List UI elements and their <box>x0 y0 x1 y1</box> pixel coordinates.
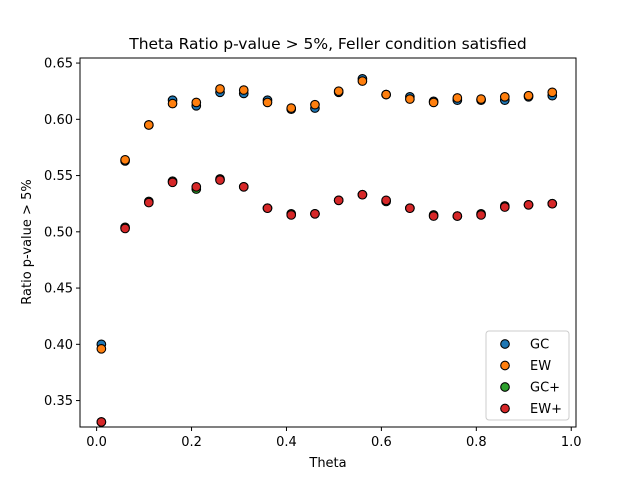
data-point <box>96 343 107 354</box>
legend-marker <box>500 382 510 392</box>
data-point <box>215 84 225 94</box>
data-point <box>523 199 534 210</box>
data-point <box>286 210 297 220</box>
x-tick-label: 0.6 <box>371 435 392 450</box>
data-point <box>405 94 415 104</box>
legend-entry: EW <box>530 359 551 374</box>
y-tick-label: 0.55 <box>44 169 73 184</box>
x-axis-label: Theta <box>308 456 346 471</box>
data-point <box>523 90 534 101</box>
data-point <box>286 103 297 113</box>
x-tick-label: 0.8 <box>466 435 487 450</box>
x-tick-label: 0.2 <box>181 435 202 450</box>
x-axis-ticks: 0.0 0.2 0.4 0.6 0.8 1.0 <box>86 427 582 450</box>
data-point <box>428 97 439 108</box>
data-point <box>381 89 391 100</box>
data-point <box>215 175 225 185</box>
y-tick-label: 0.40 <box>44 338 73 353</box>
data-point <box>120 223 130 234</box>
data-point <box>428 211 439 221</box>
series-gc <box>96 73 558 350</box>
data-point <box>262 97 273 108</box>
series-ew-plus <box>96 175 558 427</box>
data-point <box>476 94 486 104</box>
data-point <box>120 154 130 165</box>
series-ew <box>96 76 558 354</box>
data-point <box>357 76 368 86</box>
data-point <box>238 181 249 192</box>
data-point <box>405 203 415 214</box>
data-point <box>333 86 344 97</box>
data-point <box>96 417 107 427</box>
legend-entry: EW+ <box>530 402 562 417</box>
legend-entry: GC <box>530 338 549 353</box>
data-point <box>191 181 202 192</box>
data-point <box>167 98 178 109</box>
data-point <box>143 197 154 208</box>
y-tick-label: 0.60 <box>44 113 73 128</box>
data-point <box>167 177 178 188</box>
data-point <box>547 87 558 98</box>
data-point <box>357 189 368 200</box>
data-point <box>381 195 391 206</box>
data-point <box>333 195 344 206</box>
data-point <box>310 99 320 110</box>
data-points <box>96 73 558 427</box>
data-point <box>310 208 320 219</box>
y-axis-ticks: 0.35 0.40 0.45 0.50 0.55 0.60 0.65 <box>44 57 80 409</box>
data-point <box>476 210 486 220</box>
data-point <box>499 202 510 212</box>
data-point <box>191 97 202 108</box>
data-point <box>143 120 154 130</box>
legend-marker <box>500 360 510 371</box>
data-point <box>452 93 463 103</box>
data-point <box>547 198 558 209</box>
y-tick-label: 0.65 <box>44 57 73 72</box>
y-tick-label: 0.35 <box>44 394 73 409</box>
x-tick-label: 0.0 <box>86 435 107 450</box>
y-tick-label: 0.45 <box>44 282 73 297</box>
x-tick-label: 1.0 <box>561 435 582 450</box>
data-point <box>238 85 249 95</box>
data-point <box>452 211 463 221</box>
y-axis-label: Ratio p-value > 5% <box>20 179 35 304</box>
x-tick-label: 0.4 <box>276 435 297 450</box>
data-point <box>499 91 510 102</box>
legend-entry: GC+ <box>530 381 560 396</box>
legend: GC EW GC+ EW+ <box>485 330 570 421</box>
chart-title: Theta Ratio p-value > 5%, Feller conditi… <box>128 35 527 53</box>
y-tick-label: 0.50 <box>44 225 73 240</box>
plot-frame <box>79 57 577 428</box>
legend-marker <box>500 339 510 349</box>
legend-box <box>485 330 570 421</box>
data-point <box>262 203 273 214</box>
legend-marker <box>500 403 510 414</box>
